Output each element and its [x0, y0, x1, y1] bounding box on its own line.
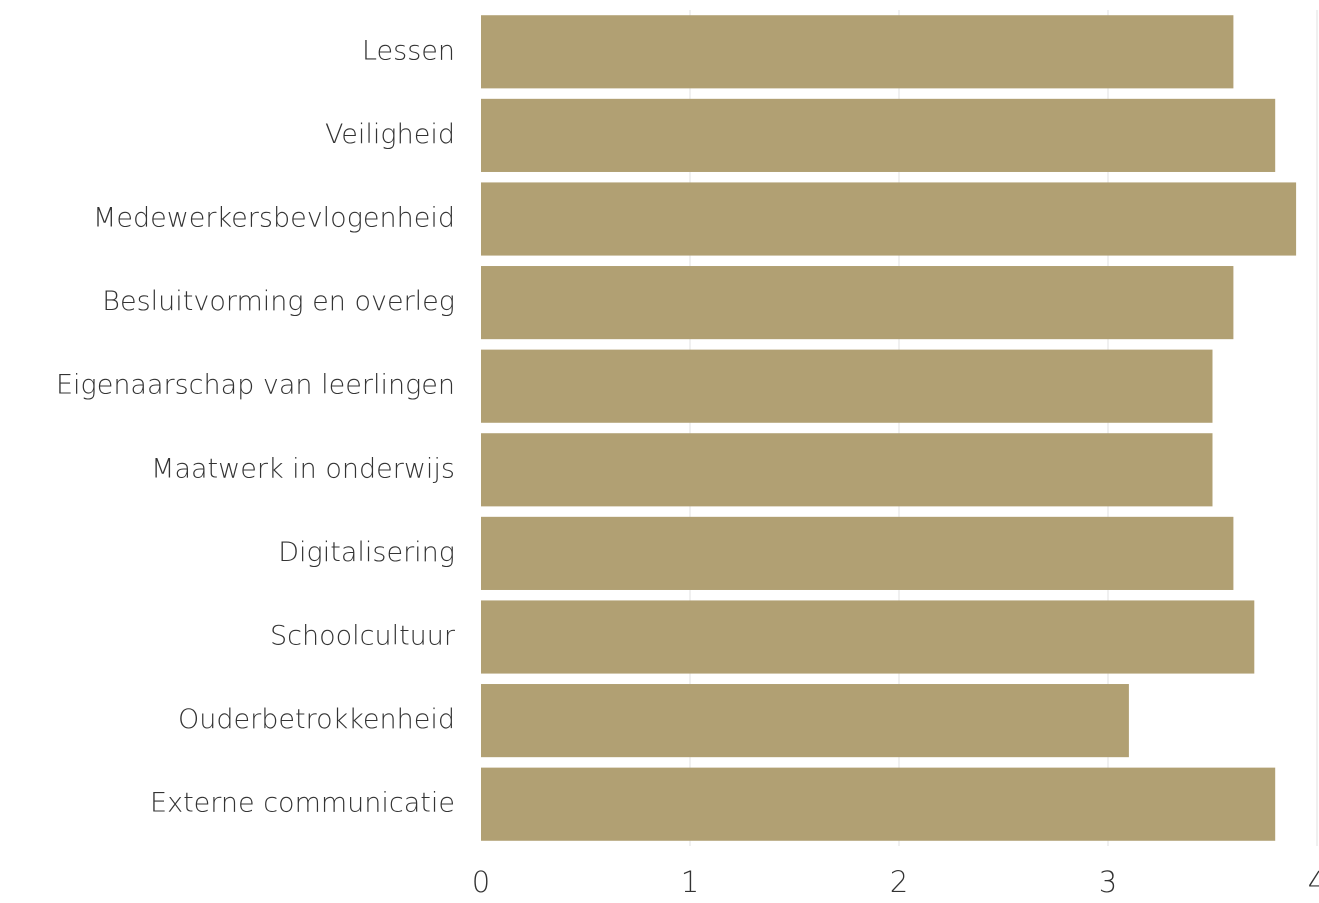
category-label: Digitalisering — [278, 537, 455, 568]
bar — [481, 182, 1297, 256]
x-tick-label: 1 — [681, 865, 699, 899]
bar — [481, 767, 1276, 841]
category-label: Lessen — [362, 35, 455, 66]
category-label: Schoolcultuur — [270, 621, 456, 652]
category-label: Besluitvorming en overleg — [102, 286, 455, 317]
x-tick-label: 2 — [890, 865, 908, 899]
bar — [481, 433, 1213, 507]
bar — [481, 349, 1213, 423]
bar — [481, 98, 1276, 172]
x-tick-label: 3 — [1099, 865, 1117, 899]
bar — [481, 15, 1234, 89]
x-tick-label: 4 — [1308, 865, 1319, 899]
category-label: Veiligheid — [325, 119, 455, 150]
category-label: Externe communicatie — [150, 788, 455, 819]
category-label: Maatwerk in onderwijs — [151, 453, 455, 484]
category-label: Eigenaarschap van leerlingen — [56, 370, 455, 401]
category-label: Ouderbetrokkenheid — [178, 704, 455, 735]
x-tick-label: 0 — [472, 865, 490, 899]
bar — [481, 684, 1129, 758]
bar — [481, 516, 1234, 590]
category-label: Medewerkersbevlogenheid — [93, 203, 455, 234]
bar — [481, 600, 1255, 674]
bar — [481, 266, 1234, 340]
